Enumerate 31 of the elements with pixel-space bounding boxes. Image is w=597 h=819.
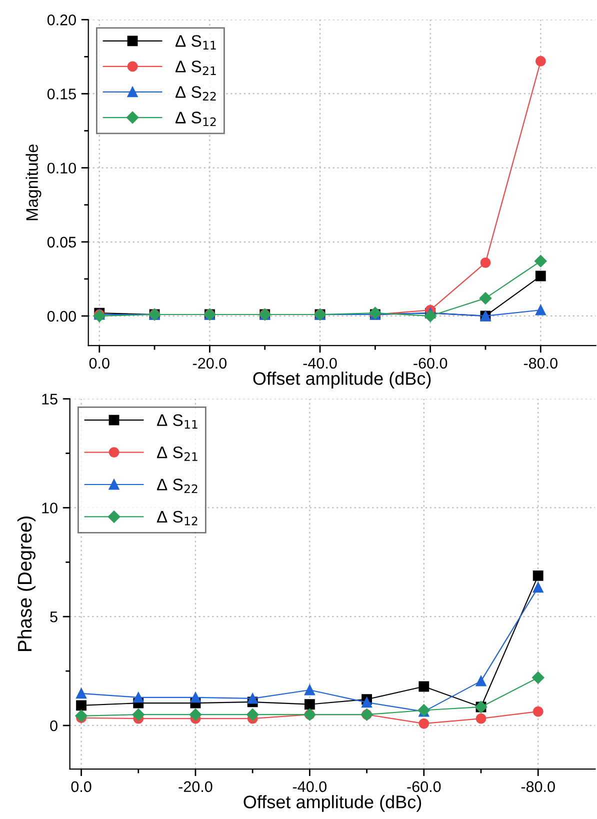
legend-label: Δ S$_{12}$ bbox=[176, 112, 216, 126]
legend-label: Δ S$_{11}$ bbox=[157, 414, 198, 429]
y-axis-title: Magnitude bbox=[26, 144, 42, 220]
legend-label: Δ S$_{22}$ bbox=[176, 86, 216, 101]
y-tick-label: 0.20 bbox=[47, 14, 76, 26]
y-tick-label: 0.15 bbox=[47, 88, 76, 100]
x-tick-label: -20.0 bbox=[178, 781, 212, 792]
legend-label: Δ S$_{22}$ bbox=[157, 478, 198, 494]
x-axis-title: Offset amplitude (dBc) bbox=[244, 795, 422, 812]
y-axis-title: Phase (Degree) bbox=[17, 516, 36, 651]
y-tick-label: 10 bbox=[42, 502, 58, 514]
x-tick-label: -40.0 bbox=[292, 781, 327, 792]
x-tick-label: 0.0 bbox=[71, 781, 92, 792]
x-tick-label: -20.0 bbox=[192, 358, 227, 369]
y-tick-label: 0 bbox=[50, 720, 58, 732]
legend-label: Δ S$_{21}$ bbox=[157, 446, 198, 461]
x-tick-label: -60.0 bbox=[407, 781, 441, 792]
y-tick-label: 5 bbox=[50, 612, 58, 622]
legend-label: Δ S$_{21}$ bbox=[176, 60, 216, 75]
x-axis-title: Offset amplitude (dBc) bbox=[253, 372, 431, 388]
legend-label: Δ S$_{12}$ bbox=[157, 510, 198, 526]
x-tick-label: -60.0 bbox=[414, 358, 448, 369]
legend-label: Δ S$_{11}$ bbox=[176, 35, 216, 50]
y-tick-label: 0.10 bbox=[47, 162, 76, 174]
y-tick-label: 0.00 bbox=[47, 310, 76, 322]
x-tick-label: -80.0 bbox=[521, 781, 555, 792]
y-tick-label: 0.05 bbox=[47, 236, 76, 248]
x-tick-label: 0.0 bbox=[89, 358, 110, 369]
x-tick-label: -80.0 bbox=[524, 358, 558, 369]
x-tick-label: -40.0 bbox=[303, 358, 337, 369]
y-tick-label: 15 bbox=[42, 394, 58, 405]
